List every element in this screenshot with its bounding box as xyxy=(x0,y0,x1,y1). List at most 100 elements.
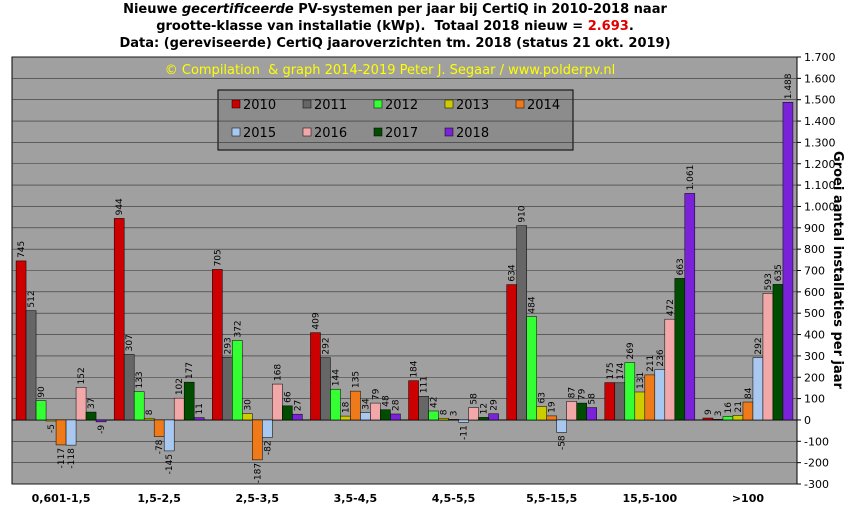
value-label: 34 xyxy=(361,398,371,410)
value-label: 3 xyxy=(714,411,724,417)
value-label: 175 xyxy=(606,362,616,379)
legend-swatch xyxy=(373,99,383,109)
bar xyxy=(428,410,439,421)
value-label: 3 xyxy=(450,411,460,417)
title-part: . xyxy=(629,19,634,34)
legend-swatch xyxy=(444,127,454,137)
bar xyxy=(183,381,195,421)
bar xyxy=(556,419,567,433)
bar xyxy=(390,413,401,421)
y-tick-label: -300 xyxy=(804,478,829,491)
bar xyxy=(232,340,243,421)
legend-swatch xyxy=(302,99,312,109)
bar xyxy=(722,416,734,421)
legend xyxy=(217,89,574,151)
x-tick-label: 15,5-100 xyxy=(622,492,677,505)
bar xyxy=(262,419,273,438)
bar xyxy=(732,415,744,421)
bar xyxy=(546,415,557,421)
value-label: 11 xyxy=(195,403,205,414)
bar xyxy=(644,374,656,421)
value-label: 21 xyxy=(734,401,744,412)
value-label: 87 xyxy=(568,387,578,398)
bar xyxy=(664,318,676,421)
y-tick-label: 800 xyxy=(804,243,825,256)
bar xyxy=(762,293,774,421)
bar xyxy=(310,332,321,421)
value-label: 9 xyxy=(704,409,714,415)
bar xyxy=(272,383,283,421)
bar xyxy=(478,417,489,421)
y-tick-label: 1.500 xyxy=(804,94,836,107)
title-part: Nieuwe xyxy=(123,2,182,17)
value-label: 409 xyxy=(311,312,321,329)
value-label: -118 xyxy=(67,448,77,469)
bar xyxy=(624,362,636,421)
value-label: 292 xyxy=(754,337,764,354)
bar xyxy=(576,402,587,421)
legend-label: 2016 xyxy=(314,126,347,141)
value-label: 1.061 xyxy=(686,165,696,191)
bar xyxy=(468,407,479,421)
bar xyxy=(506,284,517,421)
value-label: 63 xyxy=(538,392,548,403)
value-label: 111 xyxy=(420,376,430,393)
legend-label: 2010 xyxy=(243,98,276,113)
bar xyxy=(614,382,626,421)
value-label: 8 xyxy=(440,409,450,415)
bar xyxy=(370,402,381,421)
value-label: 42 xyxy=(430,397,440,408)
title-line-3: Data: (gereviseerde) CertiQ jaaroverzich… xyxy=(119,36,670,51)
y-tick-label: 1.100 xyxy=(804,179,836,192)
legend-label: 2012 xyxy=(385,98,418,113)
value-label: 663 xyxy=(676,258,686,275)
value-label: 910 xyxy=(518,205,528,222)
bar xyxy=(516,225,527,421)
y-tick-label: 0 xyxy=(804,414,811,427)
bar xyxy=(35,400,47,421)
value-label: 634 xyxy=(508,264,518,281)
x-tick-label: >100 xyxy=(732,492,765,505)
bar xyxy=(566,401,577,421)
title-line-1: Nieuwe gecertificeerde PV-systemen per j… xyxy=(123,2,667,17)
y-tick-label: 1.200 xyxy=(804,158,836,171)
bar xyxy=(350,390,361,421)
bar xyxy=(330,388,341,421)
value-label: 27 xyxy=(293,400,303,411)
value-label: 102 xyxy=(175,378,185,395)
x-tick-label: 5,5-15,5 xyxy=(526,492,577,505)
value-label: -9 xyxy=(97,425,107,434)
y-tick-label: 500 xyxy=(804,307,825,320)
value-label: 512 xyxy=(27,290,37,307)
value-label: 293 xyxy=(223,337,233,354)
legend-swatch xyxy=(515,99,525,109)
bar xyxy=(684,193,696,421)
x-tick-label: 4,5-5,5 xyxy=(432,492,476,505)
bar xyxy=(95,419,107,423)
bar xyxy=(526,316,537,421)
value-label: 269 xyxy=(626,342,636,359)
bar xyxy=(212,269,223,421)
bar xyxy=(133,391,145,421)
bar xyxy=(782,102,794,421)
bar xyxy=(163,419,175,452)
value-label: 484 xyxy=(528,296,538,313)
value-label: 19 xyxy=(548,401,558,413)
bar xyxy=(674,278,686,421)
x-tick-label: 1,5-2,5 xyxy=(137,492,181,505)
bar xyxy=(65,419,77,446)
value-label: -187 xyxy=(253,463,263,483)
title-total: 2.693 xyxy=(588,19,629,34)
legend-swatch xyxy=(373,127,383,137)
bar xyxy=(438,417,449,421)
bar xyxy=(772,284,784,421)
bar xyxy=(536,406,547,421)
value-label: -58 xyxy=(558,435,568,450)
value-label: 18 xyxy=(341,401,351,413)
title-part: gecertificeerde xyxy=(182,2,294,17)
value-label: 236 xyxy=(656,349,666,366)
bar xyxy=(222,357,233,421)
bar xyxy=(634,391,646,421)
bar xyxy=(702,417,714,421)
